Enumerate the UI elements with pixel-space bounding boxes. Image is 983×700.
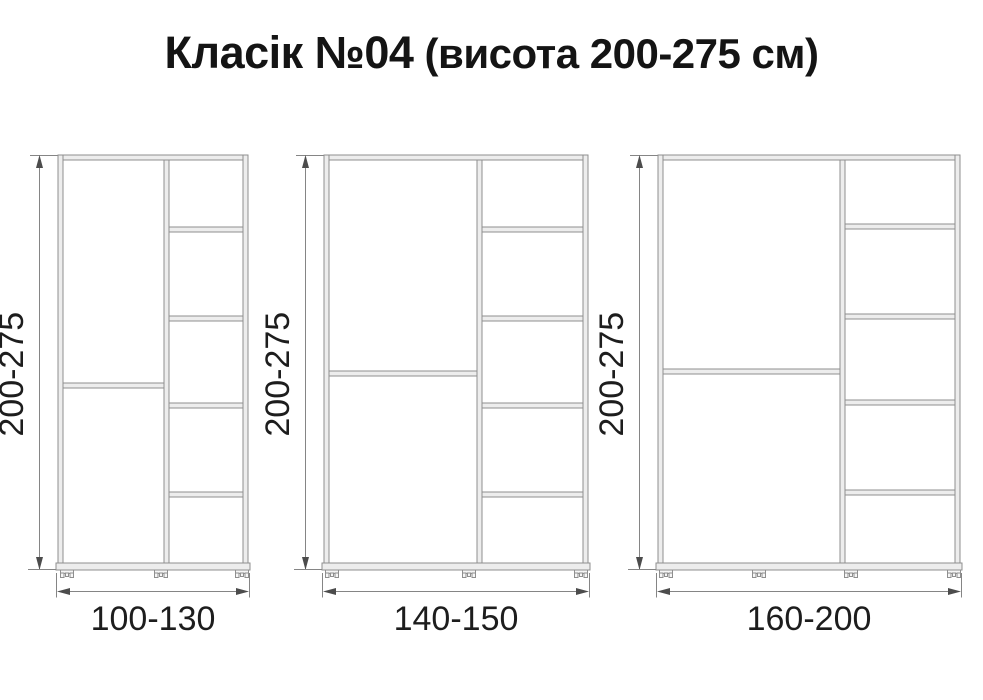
vertical-divider	[163, 159, 170, 564]
foot-icon	[462, 569, 476, 578]
height-dimension-label: 200-275	[0, 312, 31, 437]
foot-leg	[159, 572, 163, 577]
shelf	[844, 489, 956, 496]
shelf	[481, 315, 584, 322]
foot-leg	[956, 572, 961, 578]
foot-leg	[668, 572, 673, 578]
foot-leg	[65, 572, 69, 577]
shelf	[844, 399, 956, 406]
cabinet-100-130: 200-275 100-130	[0, 154, 251, 638]
plinth	[321, 562, 591, 571]
cabinet-160-200: 200-275 160-200	[593, 154, 963, 638]
foot-icon	[659, 569, 673, 578]
width-dimension-label: 160-200	[747, 600, 872, 638]
plinth	[655, 562, 963, 571]
foot-icon	[325, 569, 339, 578]
title-height-range: (висота 200-275 см)	[413, 30, 819, 77]
width-dimension-label: 100-130	[91, 600, 216, 638]
door-divider	[328, 370, 478, 377]
arrow-up-icon	[36, 155, 43, 168]
right-side-panel	[582, 154, 589, 564]
arrow-down-icon	[36, 557, 43, 570]
foot-leg	[163, 572, 168, 578]
foot-icon	[60, 569, 74, 578]
door-divider	[62, 382, 165, 389]
foot-leg	[574, 572, 579, 578]
shelf	[481, 491, 584, 498]
left-side-panel	[657, 154, 664, 564]
foot-leg	[240, 572, 244, 577]
cabinet-140-150: 200-275 140-150	[259, 154, 591, 638]
arrow-left-icon	[323, 588, 336, 595]
foot-icon	[574, 569, 588, 578]
foot-leg	[752, 572, 757, 578]
foot-leg	[60, 572, 65, 578]
right-side-panel	[242, 154, 249, 564]
arrow-left-icon	[657, 588, 670, 595]
foot-leg	[330, 572, 334, 577]
foot-icon	[752, 569, 766, 578]
foot-icon	[947, 569, 961, 578]
arrow-right-icon	[576, 588, 589, 595]
foot-icon	[235, 569, 249, 578]
plinth	[55, 562, 251, 571]
top-panel	[657, 154, 961, 161]
right-side-panel	[954, 154, 961, 564]
top-panel	[323, 154, 589, 161]
foot-leg	[471, 572, 476, 578]
arrow-up-icon	[636, 155, 643, 168]
arrow-right-icon	[948, 588, 961, 595]
vertical-divider	[476, 159, 483, 564]
door-divider	[662, 368, 841, 375]
foot-leg	[244, 572, 249, 578]
shelf	[844, 313, 956, 320]
height-dimension-label: 200-275	[259, 312, 297, 437]
foot-leg	[154, 572, 159, 578]
foot-icon	[844, 569, 858, 578]
foot-leg	[947, 572, 952, 578]
left-side-panel	[57, 154, 64, 564]
height-dimension-label: 200-275	[593, 312, 631, 437]
foot-leg	[844, 572, 849, 578]
width-dimension-label: 140-150	[394, 600, 519, 638]
title-product-name: Класік №04	[164, 27, 414, 78]
page-title: Класік №04 (висота 200-275 см)	[0, 29, 983, 76]
foot-leg	[583, 572, 588, 578]
shelf	[844, 223, 956, 230]
shelf	[168, 402, 244, 409]
foot-leg	[757, 572, 761, 577]
foot-leg	[69, 572, 74, 578]
arrow-down-icon	[302, 557, 309, 570]
foot-leg	[853, 572, 858, 578]
top-panel	[57, 154, 249, 161]
arrow-right-icon	[236, 588, 249, 595]
foot-leg	[325, 572, 330, 578]
foot-leg	[235, 572, 240, 578]
arrow-left-icon	[57, 588, 70, 595]
vertical-divider	[839, 159, 846, 564]
foot-leg	[952, 572, 956, 577]
shelf	[168, 226, 244, 233]
foot-icon	[154, 569, 168, 578]
left-side-panel	[323, 154, 330, 564]
foot-leg	[462, 572, 467, 578]
foot-leg	[579, 572, 583, 577]
foot-leg	[334, 572, 339, 578]
foot-leg	[664, 572, 668, 577]
foot-leg	[849, 572, 853, 577]
foot-leg	[761, 572, 766, 578]
shelf	[168, 315, 244, 322]
arrow-down-icon	[636, 557, 643, 570]
shelf	[481, 402, 584, 409]
foot-leg	[659, 572, 664, 578]
shelf	[481, 226, 584, 233]
arrow-up-icon	[302, 155, 309, 168]
shelf	[168, 491, 244, 498]
foot-leg	[467, 572, 471, 577]
